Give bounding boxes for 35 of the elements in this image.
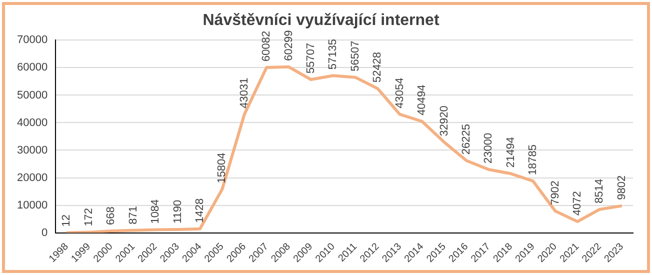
data-label: 52428 xyxy=(372,52,384,83)
data-label: 668 xyxy=(105,206,118,225)
data-label: 1084 xyxy=(150,199,162,224)
data-label: 55707 xyxy=(305,42,318,74)
data-label: 23000 xyxy=(482,132,495,164)
data-label: 43054 xyxy=(394,78,406,108)
data-label: 172 xyxy=(82,208,95,226)
data-label: 9802 xyxy=(616,175,628,200)
data-label: 1428 xyxy=(194,198,206,223)
data-label: 32920 xyxy=(438,106,450,136)
data-label: 4072 xyxy=(572,191,584,216)
data-label: 1190 xyxy=(172,200,184,224)
data-label: 57135 xyxy=(327,39,340,70)
data-label: 56507 xyxy=(349,40,362,72)
data-label: 12 xyxy=(60,214,73,227)
y-tick-label: 10000 xyxy=(16,199,48,212)
data-label: 60299 xyxy=(282,30,295,61)
data-label: 43031 xyxy=(238,78,250,108)
data-label: 21494 xyxy=(504,137,517,168)
y-tick-label: 0 xyxy=(41,226,48,239)
data-label: 8514 xyxy=(594,178,606,204)
chart-title: Návštěvníci využívající internet xyxy=(202,12,440,30)
y-tick-label: 20000 xyxy=(16,172,48,184)
data-label: 871 xyxy=(127,206,140,224)
y-tick-label: 30000 xyxy=(16,144,48,156)
data-label: 26225 xyxy=(460,124,472,155)
data-label: 60082 xyxy=(260,30,273,62)
data-label: 40494 xyxy=(416,84,428,116)
data-label: 18785 xyxy=(527,144,540,176)
y-tick-label: 60000 xyxy=(16,62,48,74)
y-tick-label: 40000 xyxy=(16,116,48,129)
y-tick-label: 50000 xyxy=(16,89,48,102)
y-tick-label: 70000 xyxy=(16,34,48,46)
data-label: 15804 xyxy=(216,152,228,184)
data-label: 7902 xyxy=(549,180,562,206)
